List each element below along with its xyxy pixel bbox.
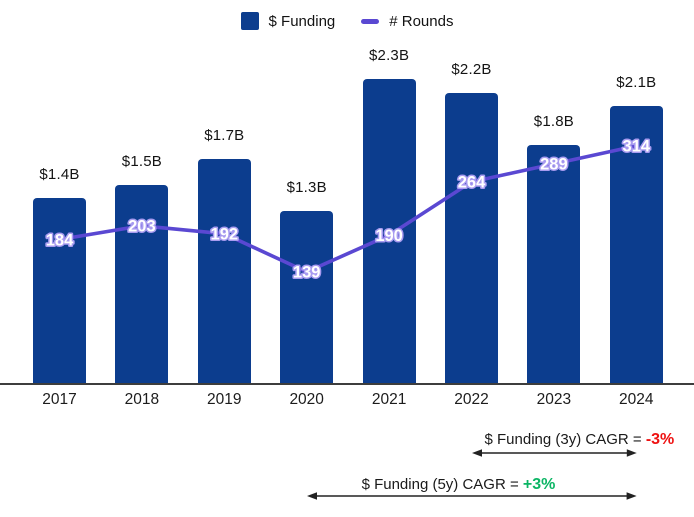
x-axis-label-2023: 2023	[536, 391, 572, 408]
plot-area: $1.4B $1.5B $1.7B $1.3B $2.3B $2.2B $1.8B $2.1B…	[33, 47, 663, 383]
x-axis-label-2022: 2022	[454, 391, 489, 408]
legend-item-funding: $ Funding	[240, 12, 336, 30]
x-axis-label-2019: 2019	[207, 391, 242, 408]
cagr-3y-value: -3%	[645, 431, 675, 448]
cagr-5y-text: $ Funding (5y) CAGR =	[361, 476, 523, 493]
funding-bar-2020	[280, 211, 334, 383]
bar-value-label-2017: $1.4B	[39, 166, 80, 184]
bar-value-label-2021: $2.3B	[368, 47, 410, 65]
funding-legend-swatch	[240, 12, 259, 30]
funding-bar-2022	[445, 92, 498, 383]
funding-bar-2021	[362, 79, 416, 383]
x-axis-label-2024: 2024	[619, 391, 654, 408]
funding-bar-2018	[115, 185, 169, 383]
funding-bar-2023	[527, 145, 581, 383]
cagr-5y-arrow	[306, 492, 637, 500]
x-axis-label-2020: 2020	[289, 391, 324, 408]
bar-value-label-2024: $2.1B	[616, 73, 657, 91]
bar-value-label-2020: $1.3B	[286, 179, 327, 197]
chart-legend: $ Funding # Rounds	[0, 12, 694, 30]
bar-value-label-2019: $1.7B	[204, 126, 245, 144]
funding-bar-2024	[609, 105, 663, 383]
x-axis-label-2017: 2017	[42, 391, 77, 408]
rounds-legend-label: # Rounds	[389, 12, 454, 30]
funding-legend-label: $ Funding	[268, 12, 336, 30]
x-axis-label-2021: 2021	[371, 391, 407, 408]
x-axis-line	[0, 383, 694, 385]
cagr-3y-annotation: $ Funding (3y) CAGR = -3%	[484, 430, 675, 449]
bar-value-label-2023: $1.8B	[533, 113, 574, 131]
bar-value-label-2022: $2.2B	[451, 60, 492, 78]
cagr-3y-arrow	[471, 449, 637, 457]
rounds-legend-swatch	[361, 18, 380, 24]
legend-item-rounds: # Rounds	[361, 13, 453, 30]
funding-bar-2017	[33, 198, 86, 383]
cagr-5y-annotation: $ Funding (5y) CAGR = +3%	[294, 475, 624, 494]
funding-bar-2019	[197, 158, 251, 383]
cagr-3y-text: $ Funding (3y) CAGR =	[484, 431, 646, 448]
x-axis-label-2018: 2018	[124, 391, 160, 408]
cagr-5y-value: +3%	[522, 476, 556, 493]
bar-value-label-2018: $1.5B	[121, 153, 162, 170]
